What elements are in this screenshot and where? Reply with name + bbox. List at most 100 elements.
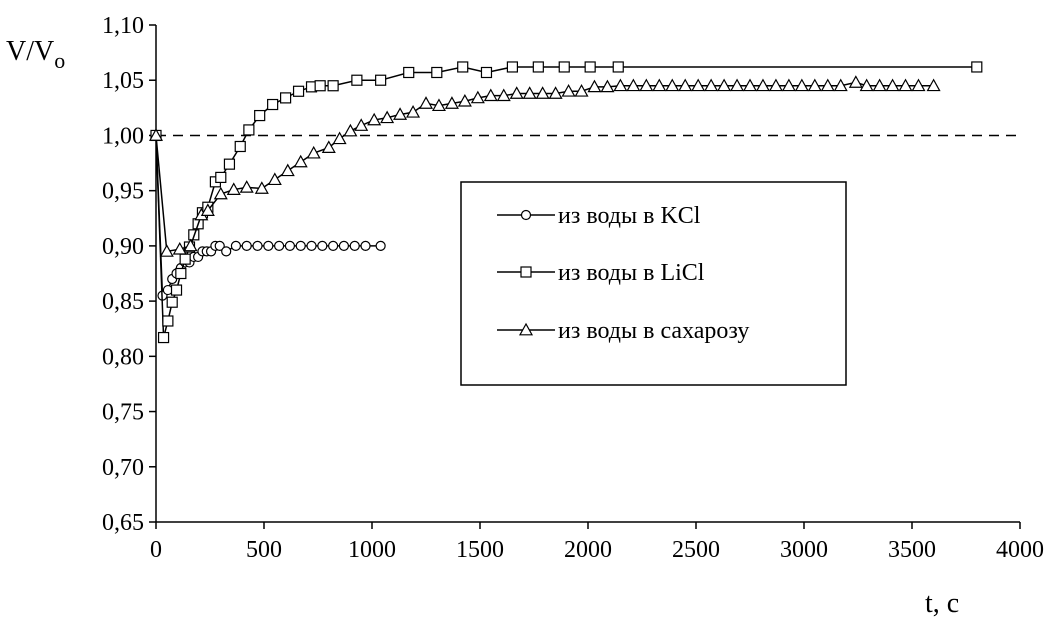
data-point [587, 79, 602, 93]
data-point [807, 78, 822, 92]
data-point [691, 78, 706, 92]
data-point [157, 331, 170, 344]
data-point [226, 182, 241, 195]
y-tick-label: 1,00 [102, 123, 144, 149]
y-axis-label-main: V/V [6, 36, 54, 67]
data-point [612, 61, 624, 73]
y-axis-label: V/Vo [6, 36, 65, 73]
data-point [535, 86, 550, 99]
data-point [431, 98, 446, 112]
data-point [267, 172, 282, 186]
data-point [292, 85, 305, 97]
data-point [254, 109, 266, 122]
data-point [971, 61, 983, 73]
x-tick-label: 500 [246, 537, 282, 563]
data-point [848, 75, 863, 88]
data-point [267, 98, 279, 111]
data-point [321, 140, 336, 153]
data-point [215, 171, 227, 184]
data-point [496, 88, 511, 102]
data-point [175, 267, 187, 280]
data-point [470, 90, 485, 104]
data-point [351, 74, 363, 86]
legend-label: из воды в сахарозу [558, 318, 749, 344]
data-point [200, 203, 215, 216]
data-point [327, 80, 339, 92]
data-point [613, 78, 628, 92]
data-point [349, 240, 360, 251]
data-point [506, 61, 518, 73]
legend-item: из воды в сахарозу [497, 318, 749, 344]
data-point [332, 131, 347, 145]
data-point [343, 123, 358, 137]
x-tick-label: 4000 [996, 537, 1044, 563]
legend: из воды в KCl из воды в LiCl из воды в сах… [460, 181, 847, 386]
data-point [328, 240, 339, 251]
data-point [480, 66, 493, 79]
data-point [148, 128, 164, 141]
x-axis-label: t, c [925, 588, 959, 619]
data-point [574, 84, 589, 97]
data-point [483, 88, 498, 102]
y-tick-label: 0,85 [102, 289, 144, 315]
x-tick-label: 0 [150, 537, 162, 563]
data-point [833, 78, 848, 92]
x-tick-label: 3500 [888, 537, 936, 563]
data-point [431, 66, 443, 79]
legend-marker [520, 209, 532, 221]
data-point [243, 124, 255, 136]
legend-marker [518, 322, 534, 336]
data-point [170, 284, 183, 296]
data-point [457, 61, 469, 73]
data-point [172, 241, 187, 255]
data-point [214, 240, 225, 251]
y-tick-label: 0,80 [102, 344, 144, 370]
y-tick-label: 0,95 [102, 179, 144, 205]
data-point [274, 240, 285, 251]
data-point [213, 186, 228, 200]
x-tick-label: 1000 [348, 537, 396, 563]
data-point [306, 240, 317, 251]
data-point [872, 78, 887, 92]
x-tick-label: 1500 [456, 537, 504, 563]
data-point [380, 110, 395, 124]
data-point [252, 240, 263, 251]
data-point [403, 66, 415, 79]
data-point [639, 78, 654, 92]
y-tick-label: 0,70 [102, 455, 144, 481]
data-point [730, 78, 745, 92]
data-point [166, 296, 178, 308]
series-line [155, 135, 381, 298]
data-point [223, 158, 236, 170]
data-point [280, 163, 295, 177]
y-axis-label-subscript: o [54, 48, 65, 73]
data-point [317, 240, 328, 251]
data-point [926, 78, 941, 92]
data-point [179, 253, 191, 265]
series-3 [148, 75, 941, 257]
data-point [367, 112, 382, 126]
legend-label: из воды в KCl [558, 203, 701, 229]
series-1 [150, 130, 386, 301]
y-tick-label: 0,65 [102, 510, 144, 536]
data-point [820, 78, 835, 92]
data-point [162, 315, 174, 327]
x-tick-label: 2000 [564, 537, 612, 563]
data-point [768, 78, 783, 92]
data-point [354, 118, 369, 131]
data-point [159, 244, 174, 257]
data-point [704, 78, 719, 92]
legend-label: из воды в LiCl [558, 260, 705, 286]
data-point [360, 240, 371, 251]
data-point [626, 78, 641, 92]
data-point [509, 86, 524, 99]
data-point [221, 246, 232, 257]
y-tick-label: 1,05 [102, 68, 144, 94]
data-point [418, 96, 434, 109]
legend-item: из воды в KCl [497, 203, 701, 229]
data-point [375, 240, 386, 251]
y-tick-label: 0,75 [102, 400, 144, 426]
data-point [284, 240, 296, 251]
data-point [600, 79, 615, 93]
